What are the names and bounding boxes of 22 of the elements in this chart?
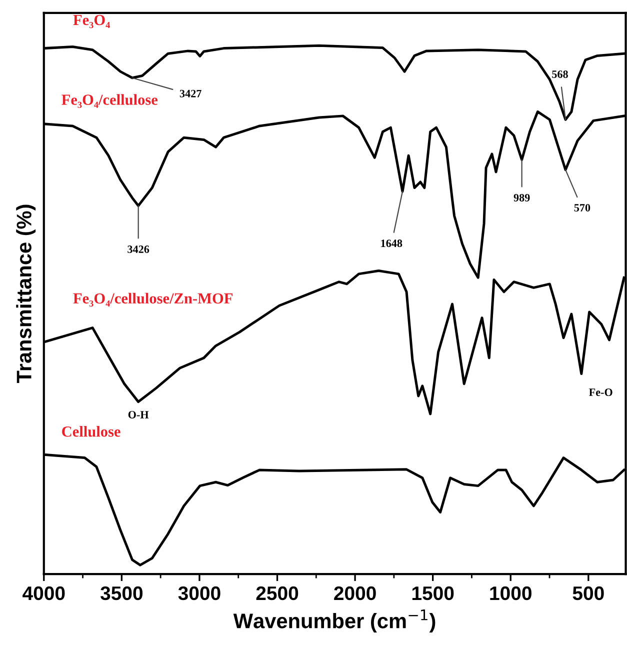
annotation: O-H [128, 411, 149, 418]
x-axis-title: Wavenumber (cm$^{−1}$) [233, 610, 436, 632]
x-tick-label: 4000 [22, 586, 65, 600]
x-tick-label: 3500 [100, 586, 143, 600]
annotation: 1648 [381, 240, 402, 248]
annotation: 3427 [180, 90, 202, 98]
x-tick-label: 2000 [334, 586, 376, 600]
annotation: 568 [552, 70, 568, 78]
annotation: 570 [574, 204, 590, 212]
annotation: 989 [514, 194, 530, 202]
series-label: Fe₃O₄/cellulose [62, 94, 158, 108]
series-label: Fe₃O₄/cellulose/Zn-MOF [73, 292, 232, 307]
x-tick-label: 3000 [178, 586, 220, 600]
x-tick-label: 2500 [256, 586, 298, 600]
x-tick-label: 1500 [412, 586, 454, 600]
series-label: Fe₃O₄ [73, 14, 110, 28]
series-label: Cellulose [62, 426, 120, 437]
x-tick-label: 1000 [490, 586, 532, 600]
x-tick-label: 500 [572, 586, 604, 600]
annotation: Fe-O [589, 388, 612, 396]
annotation: 3426 [128, 246, 150, 253]
y-axis-title: Transmittance (%) [16, 204, 36, 383]
